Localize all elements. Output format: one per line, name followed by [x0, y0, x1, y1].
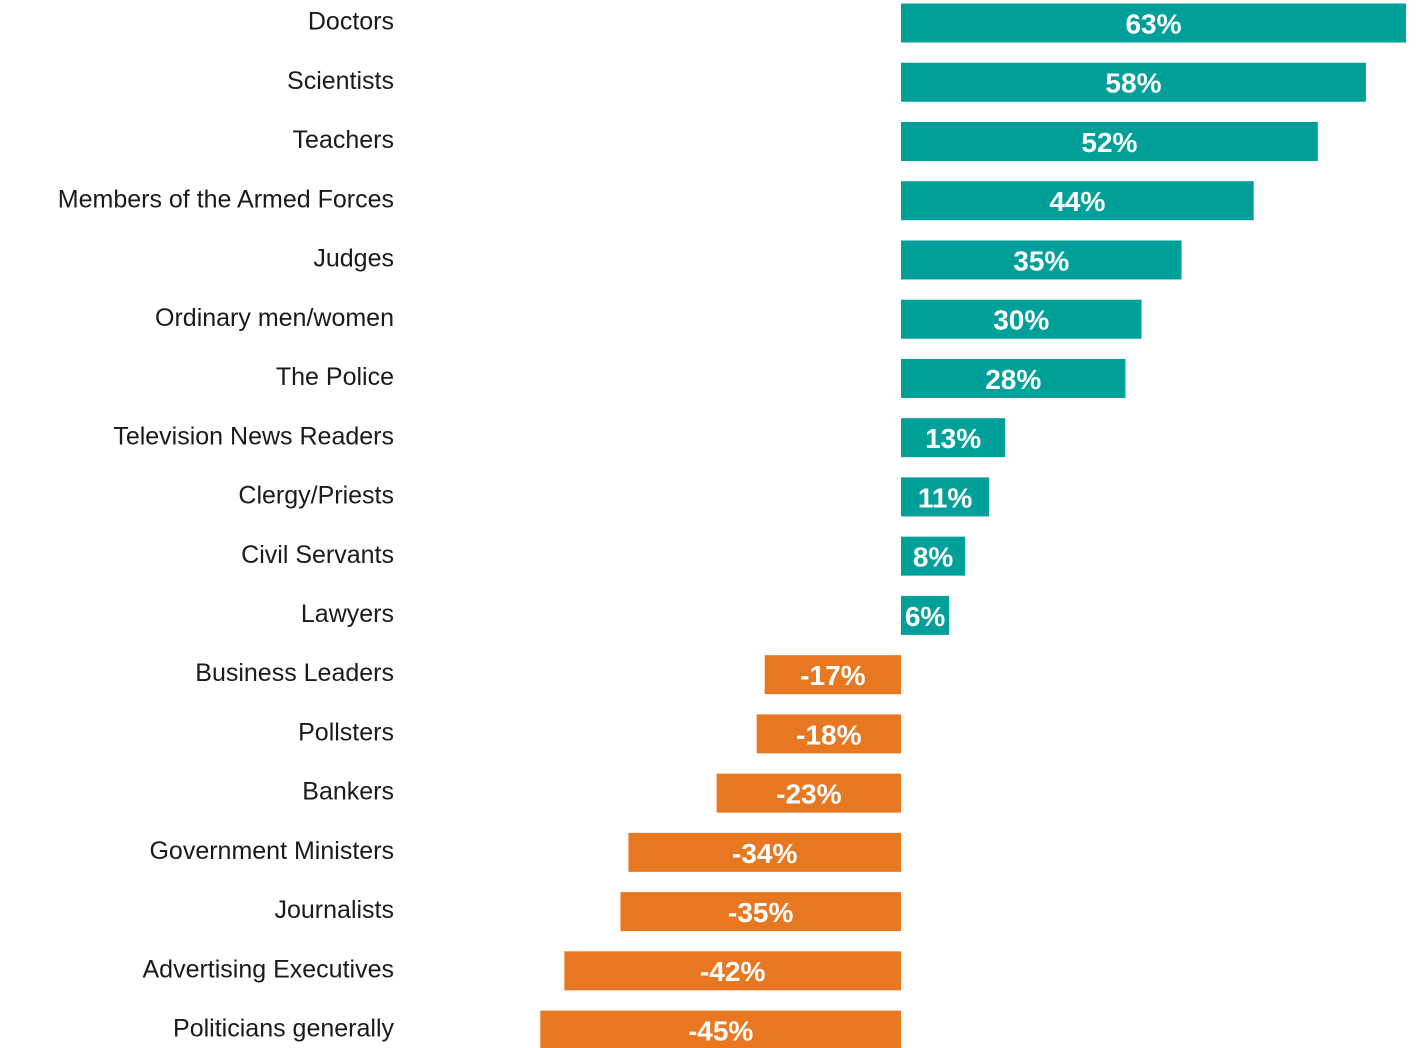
bar: [901, 418, 1006, 458]
category-label: Advertising Executives: [142, 955, 394, 983]
bar: [901, 595, 950, 635]
category-label: Clergy/Priests: [238, 482, 394, 510]
category-label: Politicians generally: [173, 1015, 394, 1043]
category-label: Lawyers: [301, 600, 394, 628]
value-label: 44%: [1049, 186, 1105, 217]
bar: [628, 832, 901, 872]
category-label: Journalists: [275, 896, 395, 924]
value-label: 58%: [1105, 68, 1161, 99]
value-label: 11%: [918, 482, 973, 513]
bar: [901, 3, 1406, 43]
category-label: Members of the Armed Forces: [58, 185, 394, 213]
category-label: The Police: [276, 363, 394, 391]
category-label: Scientists: [287, 67, 394, 95]
bar: [764, 655, 901, 695]
value-label: -42%: [700, 956, 765, 987]
value-label: -45%: [688, 1015, 753, 1046]
value-label: -35%: [728, 897, 793, 928]
category-label: Government Ministers: [149, 837, 394, 865]
bar: [756, 714, 901, 754]
value-label: 52%: [1081, 127, 1137, 158]
category-label: Doctors: [308, 8, 394, 36]
category-label: Business Leaders: [195, 659, 394, 687]
bar: [901, 62, 1366, 102]
category-label: Television News Readers: [113, 422, 394, 450]
value-label: 6%: [905, 601, 946, 632]
bar: [901, 181, 1254, 221]
category-label: Ordinary men/women: [155, 304, 394, 332]
category-label: Civil Servants: [241, 541, 394, 569]
bar: [901, 477, 990, 517]
value-label: 8%: [913, 542, 954, 573]
category-label: Judges: [313, 245, 394, 273]
bar: [716, 773, 901, 813]
category-label: Teachers: [293, 126, 394, 154]
bar: [620, 892, 901, 932]
bar: [901, 299, 1142, 339]
bar: [901, 536, 966, 576]
bar: [901, 358, 1126, 398]
value-label: 63%: [1125, 8, 1181, 39]
category-label: Bankers: [302, 778, 394, 806]
value-label: -18%: [796, 719, 861, 750]
bar: [540, 1010, 901, 1048]
bar: [901, 121, 1318, 161]
bar: [564, 951, 901, 991]
value-label: -23%: [776, 779, 841, 810]
value-label: -34%: [732, 838, 797, 869]
value-label: 35%: [1013, 245, 1069, 276]
bar: [901, 240, 1182, 280]
value-label: -17%: [800, 660, 865, 691]
value-label: 28%: [985, 364, 1041, 395]
category-label: Pollsters: [298, 718, 394, 746]
value-label: 13%: [925, 423, 981, 454]
value-label: 30%: [993, 305, 1049, 336]
